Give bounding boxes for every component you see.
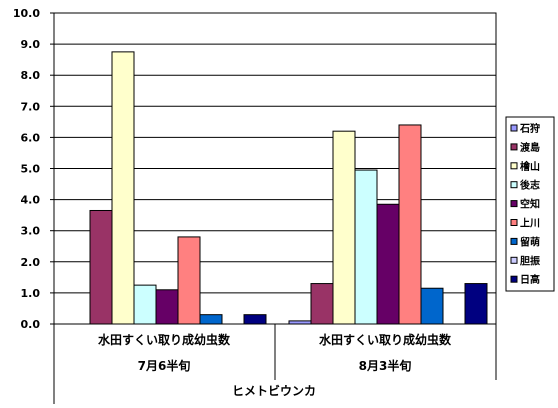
legend-label: 檜山 (520, 160, 540, 173)
y-tick-label: 8.0 (21, 69, 41, 82)
bar (89, 209, 113, 325)
x-category-label-2: 水田すくい取り成幼虫数 (319, 332, 452, 347)
legend-label: 上川 (520, 217, 540, 230)
x-axis: 水田すくい取り成幼虫数 7月6半旬 水田すくい取り成幼虫数 8月3半旬 ヒメトビ… (53, 324, 497, 404)
y-tick-label: 7.0 (21, 100, 41, 113)
legend-swatch (510, 124, 518, 132)
legend-swatch (510, 237, 518, 245)
legend-swatch (510, 181, 518, 189)
legend-swatch (510, 275, 518, 283)
legend-swatch (510, 162, 518, 170)
bar (310, 283, 334, 325)
bar (354, 169, 378, 325)
x-group-label: ヒメトビウンカ (232, 383, 316, 398)
bar (177, 236, 201, 325)
bar (288, 320, 312, 325)
legend-label: 石狩 (519, 122, 540, 135)
y-tick-label: 2.0 (21, 256, 41, 269)
bars (89, 51, 488, 325)
x-category-label-1: 水田すくい取り成幼虫数 (98, 332, 231, 347)
bar (133, 284, 157, 325)
bar (464, 283, 488, 325)
legend-label: 留萌 (520, 235, 540, 248)
y-tick-label: 0.0 (21, 318, 41, 331)
bar (376, 203, 400, 325)
legend-swatch (510, 200, 518, 208)
y-tick-label: 10.0 (13, 7, 40, 20)
legend-swatch (510, 256, 518, 264)
legend-label: 後志 (520, 179, 540, 192)
bar (243, 314, 267, 325)
y-tick-label: 9.0 (21, 38, 41, 51)
x-category-sublabel-1: 7月6半旬 (138, 358, 191, 373)
y-tick-label: 5.0 (21, 163, 41, 176)
legend-label: 渡島 (520, 141, 540, 154)
bar (111, 51, 135, 325)
bar (420, 287, 444, 325)
y-tick-label: 3.0 (21, 225, 41, 238)
y-tick-label: 4.0 (21, 194, 41, 207)
bar (398, 124, 422, 325)
legend-label: 空知 (520, 198, 540, 211)
bar (155, 289, 179, 325)
bar (332, 130, 356, 325)
legend-swatch (510, 143, 518, 151)
legend-label: 日高 (520, 273, 540, 286)
bar (199, 314, 223, 325)
x-category-sublabel-2: 8月3半旬 (359, 358, 412, 373)
y-tick-label: 1.0 (21, 287, 41, 300)
y-tick-label: 6.0 (21, 131, 41, 144)
legend-label: 胆振 (520, 254, 540, 267)
y-axis: 0.0 1.0 2.0 3.0 4.0 5.0 6.0 7.0 8.0 9.0 10.0 (13, 7, 54, 331)
legend-swatch (510, 219, 518, 226)
